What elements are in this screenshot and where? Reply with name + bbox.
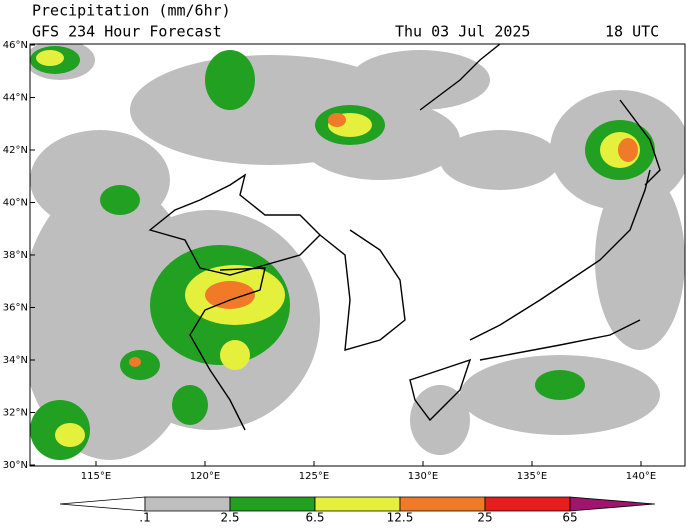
- lon-label: 125°E: [299, 471, 329, 482]
- subtitle: GFS 234 Hour Forecast: [32, 23, 222, 41]
- coastlines: [148, 44, 661, 431]
- lon-label: 115°E: [81, 471, 111, 482]
- colorbar-segment: [59, 496, 146, 512]
- colorbar-label: 12.5: [387, 511, 414, 525]
- colorbar-label: 6.5: [305, 511, 324, 525]
- lat-label: 40°N: [3, 198, 28, 209]
- lon-label: 135°E: [517, 471, 547, 482]
- colorbar-segment: [569, 496, 656, 512]
- lat-label: 34°N: [3, 355, 28, 366]
- colorbar-segment: [484, 496, 571, 512]
- lat-label: 36°N: [3, 303, 28, 314]
- date: Thu 03 Jul 2025: [395, 23, 530, 41]
- lat-label: 44°N: [3, 93, 28, 104]
- colorbar-label: .1: [139, 511, 150, 525]
- colorbar-label: 65: [562, 511, 577, 525]
- lat-label: 38°N: [3, 250, 28, 261]
- colorbar-segment: [144, 496, 231, 512]
- title: Precipitation (mm/6hr): [32, 2, 231, 20]
- lat-label: 46°N: [3, 40, 28, 51]
- lon-label: 130°E: [408, 471, 438, 482]
- precip-field: [30, 44, 685, 466]
- colorbar-segment: [229, 496, 316, 512]
- lon-label: 140°E: [626, 471, 656, 482]
- lat-label: 42°N: [3, 145, 28, 156]
- colorbar-segment: [314, 496, 401, 512]
- time: 18 UTC: [605, 23, 659, 41]
- lat-label: 30°N: [3, 460, 28, 471]
- lat-label: 32°N: [3, 408, 28, 419]
- colorbar-segment: [399, 496, 486, 512]
- lon-label: 120°E: [190, 471, 220, 482]
- colorbar-label: 2.5: [220, 511, 239, 525]
- colorbar-label: 25: [477, 511, 492, 525]
